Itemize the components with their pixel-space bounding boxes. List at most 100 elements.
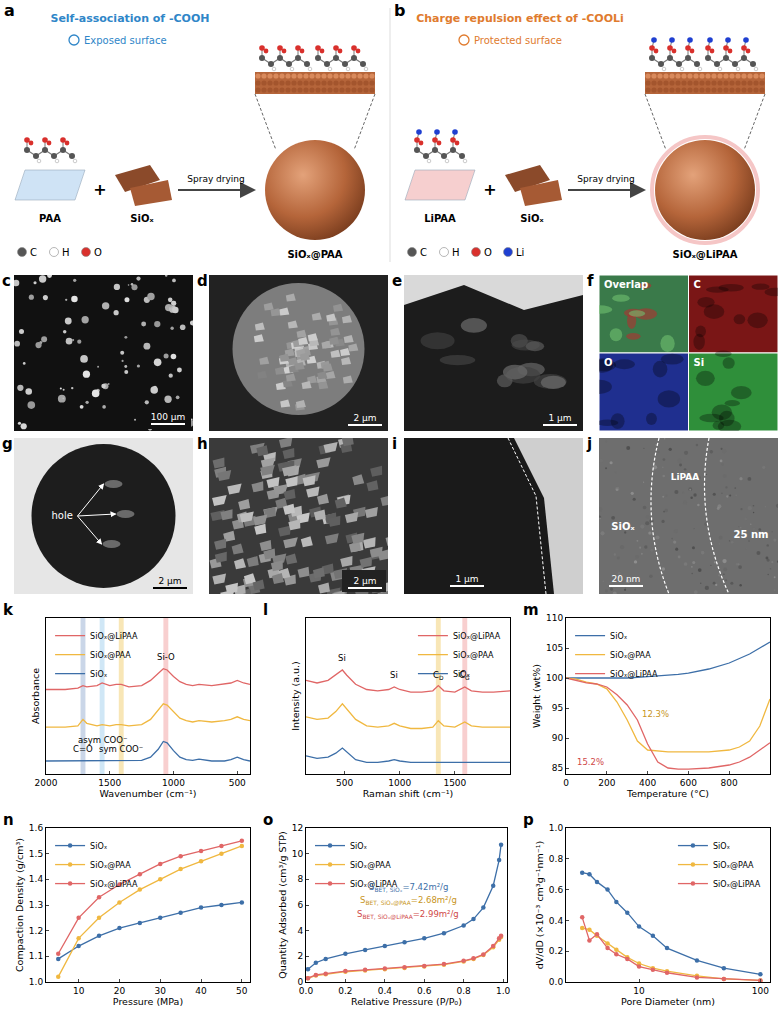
svg-text:SiOₓ@PAA: SiOₓ@PAA <box>90 861 131 870</box>
svg-text:Weight (wt%): Weight (wt%) <box>531 664 542 728</box>
svg-text:SiOₓ@PAA: SiOₓ@PAA <box>350 861 391 870</box>
svg-text:0.6: 0.6 <box>549 885 564 895</box>
svg-text:1 μm: 1 μm <box>548 413 571 423</box>
svg-text:SiOₓ: SiOₓ <box>130 213 154 224</box>
svg-text:C=O: C=O <box>73 744 93 754</box>
svg-text:0.0: 0.0 <box>299 986 314 996</box>
svg-text:Absorbance: Absorbance <box>30 668 41 724</box>
svg-text:500: 500 <box>336 778 353 788</box>
svg-text:SiOₓ: SiOₓ <box>90 842 108 851</box>
svg-text:d: d <box>197 272 208 290</box>
svg-text:200: 200 <box>598 778 615 788</box>
svg-text:hole: hole <box>52 510 73 521</box>
svg-text:1000: 1000 <box>162 778 185 788</box>
svg-text:Quantity Adsorbed (cm³/g STP): Quantity Adsorbed (cm³/g STP) <box>277 831 288 979</box>
svg-text:j: j <box>586 435 592 453</box>
svg-text:C: C <box>694 279 701 290</box>
svg-text:SiOₓ@LiPAA: SiOₓ@LiPAA <box>90 880 138 889</box>
svg-text:Intensity (a.u.): Intensity (a.u.) <box>290 661 301 731</box>
svg-text:b: b <box>394 1 405 20</box>
svg-text:C: C <box>420 247 427 258</box>
svg-text:Charge repulsion effect of -CO: Charge repulsion effect of -COOLi <box>416 12 624 25</box>
svg-text:10: 10 <box>73 986 85 996</box>
svg-text:30: 30 <box>155 986 167 996</box>
svg-text:0.6: 0.6 <box>417 986 432 996</box>
svg-text:2 μm: 2 μm <box>158 576 181 586</box>
svg-text:Si: Si <box>338 653 346 663</box>
svg-text:Si: Si <box>390 670 398 680</box>
svg-text:0: 0 <box>563 778 569 788</box>
svg-text:S​BET, SiOₓ@PAA​=2.68m²/g: S​BET, SiOₓ@PAA​=2.68m²/g <box>360 895 457 907</box>
svg-text:Self-association of -COOH: Self-association of -COOH <box>50 12 209 25</box>
svg-text:SiOₓ: SiOₓ <box>520 213 544 224</box>
svg-text:500: 500 <box>229 778 246 788</box>
svg-text:sym COO⁻: sym COO⁻ <box>99 744 143 754</box>
svg-text:1.0: 1.0 <box>496 986 511 996</box>
svg-text:15.2%: 15.2% <box>577 757 604 767</box>
svg-text:Compaction Density (g/cm³): Compaction Density (g/cm³) <box>14 838 25 972</box>
svg-text:H: H <box>62 247 70 258</box>
svg-text:SiOₓ@LiPAA: SiOₓ@LiPAA <box>610 670 658 679</box>
svg-text:90: 90 <box>552 733 564 743</box>
svg-text:asym COO⁻: asym COO⁻ <box>78 735 127 745</box>
svg-text:Pore Diameter (nm): Pore Diameter (nm) <box>621 996 715 1007</box>
svg-text:100 μm: 100 μm <box>151 412 186 422</box>
svg-text:SiOₓ@PAA: SiOₓ@PAA <box>713 861 754 870</box>
svg-text:SiOₓ@PAA: SiOₓ@PAA <box>90 651 131 660</box>
svg-text:10: 10 <box>292 849 304 859</box>
svg-text:Exposed surface: Exposed surface <box>84 35 167 46</box>
svg-text:+: + <box>483 180 496 199</box>
svg-text:1.6: 1.6 <box>29 823 44 833</box>
svg-text:600: 600 <box>680 778 697 788</box>
svg-text:Spray drying: Spray drying <box>187 174 245 184</box>
svg-text:4: 4 <box>297 926 303 936</box>
svg-text:50: 50 <box>236 986 248 996</box>
svg-text:SiOₓ@LiPAA: SiOₓ@LiPAA <box>350 880 398 889</box>
svg-text:O: O <box>94 247 102 258</box>
svg-text:2 μm: 2 μm <box>353 576 376 586</box>
svg-text:c: c <box>2 272 11 290</box>
svg-text:f: f <box>587 272 594 290</box>
svg-text:Li: Li <box>516 247 524 258</box>
svg-text:H: H <box>452 247 460 258</box>
svg-text:1.2: 1.2 <box>29 926 43 936</box>
svg-text:1.3: 1.3 <box>29 900 43 910</box>
svg-text:2000: 2000 <box>35 778 58 788</box>
svg-text:h: h <box>197 435 208 453</box>
svg-text:SiOₓ@LiPAA: SiOₓ@LiPAA <box>90 632 138 641</box>
svg-text:20 nm: 20 nm <box>612 574 641 584</box>
svg-text:Relative Pressure (P/P₀): Relative Pressure (P/P₀) <box>351 996 462 1007</box>
svg-text:1.1: 1.1 <box>29 951 43 961</box>
svg-text:85: 85 <box>552 763 563 773</box>
svg-text:SiOₓ: SiOₓ <box>610 632 628 641</box>
svg-text:e: e <box>392 272 402 290</box>
svg-text:0.2: 0.2 <box>549 946 563 956</box>
svg-text:i: i <box>392 435 397 453</box>
svg-text:LiPAA: LiPAA <box>424 213 456 224</box>
svg-text:C​D​: C​D​ <box>433 670 444 681</box>
svg-text:2 μm: 2 μm <box>353 413 376 423</box>
svg-text:a: a <box>4 1 15 20</box>
svg-text:12: 12 <box>292 823 303 833</box>
svg-text:1500: 1500 <box>98 778 121 788</box>
svg-text:SiOₓ@LiPAA: SiOₓ@LiPAA <box>673 249 738 260</box>
svg-text:Temperature (°C): Temperature (°C) <box>626 788 709 799</box>
svg-text:Wavenumber (cm⁻¹): Wavenumber (cm⁻¹) <box>100 788 197 799</box>
svg-text:Spray drying: Spray drying <box>577 174 635 184</box>
svg-text:SiOₓ: SiOₓ <box>453 670 471 679</box>
svg-text:C: C <box>30 247 37 258</box>
svg-text:Pressure (MPa): Pressure (MPa) <box>113 996 183 1007</box>
svg-text:0.8: 0.8 <box>456 986 471 996</box>
svg-text:10: 10 <box>633 986 645 996</box>
svg-text:25 nm: 25 nm <box>734 529 769 540</box>
svg-text:SiOₓ@LiPAA: SiOₓ@LiPAA <box>713 880 761 889</box>
svg-text:SiOₓ@LiPAA: SiOₓ@LiPAA <box>453 632 501 641</box>
svg-text:Overlap: Overlap <box>604 279 648 290</box>
svg-text:20: 20 <box>114 986 126 996</box>
svg-text:SiOₓ: SiOₓ <box>350 842 368 851</box>
svg-text:Raman shift (cm⁻¹): Raman shift (cm⁻¹) <box>363 788 454 799</box>
svg-text:Si: Si <box>694 357 705 368</box>
svg-text:1000: 1000 <box>388 778 411 788</box>
svg-text:Protected surface: Protected surface <box>474 35 562 46</box>
svg-text:0.8: 0.8 <box>549 854 564 864</box>
